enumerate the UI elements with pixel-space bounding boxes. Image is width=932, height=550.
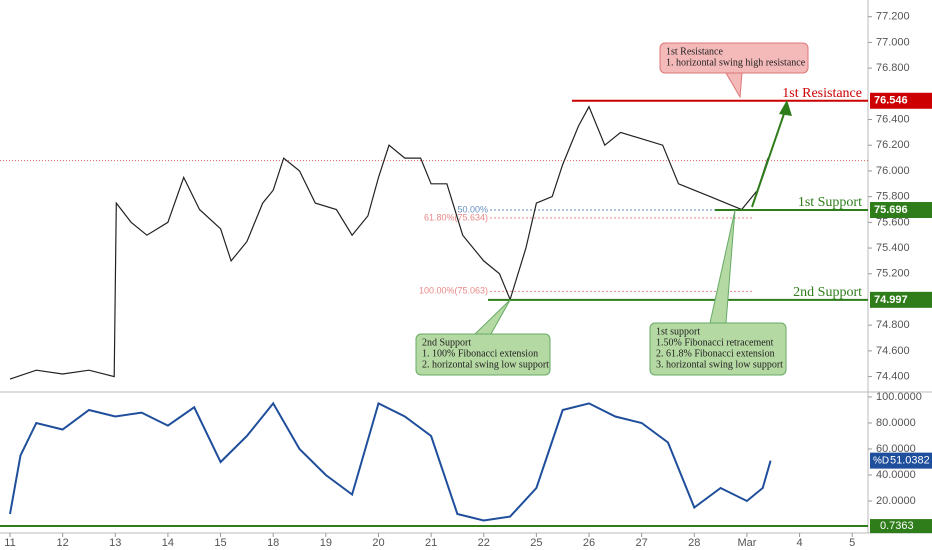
callout-text: 2. 61.8% Fibonacci extension [656, 348, 775, 359]
series-name: %D [873, 455, 889, 466]
fib-label: 50.00% [457, 204, 488, 214]
callout-text: 1. horizontal swing high resistance [666, 57, 806, 68]
x-tick-label: 19 [320, 537, 332, 549]
floor-value: 0.7363 [880, 520, 914, 532]
x-tick-label: 26 [583, 537, 595, 549]
x-tick-label: 5 [849, 537, 855, 549]
fib-label: 100.00%(75.063) [419, 286, 488, 296]
y-tick-label: 75.600 [876, 216, 910, 228]
arrow-head [779, 100, 792, 116]
callout-text: 1.50% Fibonacci retracement [656, 337, 774, 348]
level-name: 2nd Support [793, 285, 862, 300]
level-value: 75.696 [874, 204, 908, 216]
series-line [9, 401, 772, 522]
y-tick-label: 75.400 [876, 242, 910, 254]
level-value: 74.997 [874, 294, 908, 306]
x-tick-label: 11 [4, 537, 15, 549]
x-tick-label: 15 [214, 537, 226, 549]
callout-box [415, 333, 551, 376]
level-value-box [870, 202, 932, 219]
x-tick-label: Mar [737, 537, 756, 549]
y-tick-label: 77.200 [876, 11, 910, 23]
callout-text: 2nd Support [422, 337, 471, 348]
callout-text: 1. 100% Fibonacci extension [422, 348, 538, 359]
y-tick-label: 60.0000 [876, 443, 916, 455]
y-tick-label: 75.800 [876, 191, 910, 203]
level-name: 1st Resistance [782, 86, 862, 101]
y-tick-label: 20.0000 [876, 495, 916, 507]
x-tick-label: 4 [797, 537, 803, 549]
y-tick-label: 80.0000 [876, 417, 916, 429]
x-tick-label: 13 [109, 537, 121, 549]
callout-text: 2. horizontal swing low support [422, 359, 549, 370]
callout-box [649, 322, 787, 376]
x-tick-label: 28 [688, 537, 700, 549]
series-line [9, 105, 769, 380]
level-name: 1st Support [798, 195, 862, 210]
x-tick-label: 18 [267, 537, 279, 549]
y-tick-label: 76.000 [876, 165, 910, 177]
y-tick-label: 40.0000 [876, 469, 916, 481]
callout-box [659, 42, 809, 74]
y-tick-label: 100.0000 [876, 391, 922, 403]
level-value-box [870, 92, 932, 109]
x-tick-label: 27 [636, 537, 648, 549]
callout-text: 1st support [656, 326, 700, 337]
x-tick-label: 22 [478, 537, 490, 549]
series-last-value: 51.0382 [890, 455, 930, 467]
y-tick-label: 76.800 [876, 62, 910, 74]
projection-arrow [751, 107, 787, 208]
callout-text: 1st Resistance [666, 46, 723, 57]
level-value-box [870, 291, 932, 308]
y-tick-label: 74.400 [876, 370, 910, 382]
y-tick-label: 76.400 [876, 113, 910, 125]
y-tick-label: 77.000 [876, 36, 910, 48]
y-tick-label: 76.200 [876, 139, 910, 151]
level-value: 76.546 [874, 95, 908, 107]
y-tick-label: 75.200 [876, 268, 910, 280]
callout-text: 3. horizontal swing low support [656, 359, 783, 370]
x-tick-label: 14 [162, 537, 174, 549]
x-tick-label: 25 [530, 537, 542, 549]
x-tick-label: 20 [372, 537, 384, 549]
value-label-box [870, 452, 932, 469]
floor-value-box [870, 519, 932, 534]
y-tick-label: 74.800 [876, 319, 910, 331]
y-tick-label: 74.600 [876, 345, 910, 357]
x-tick-label: 12 [57, 537, 69, 549]
fib-label: 61.80%(75.634) [424, 212, 488, 222]
x-tick-label: 21 [425, 537, 437, 549]
